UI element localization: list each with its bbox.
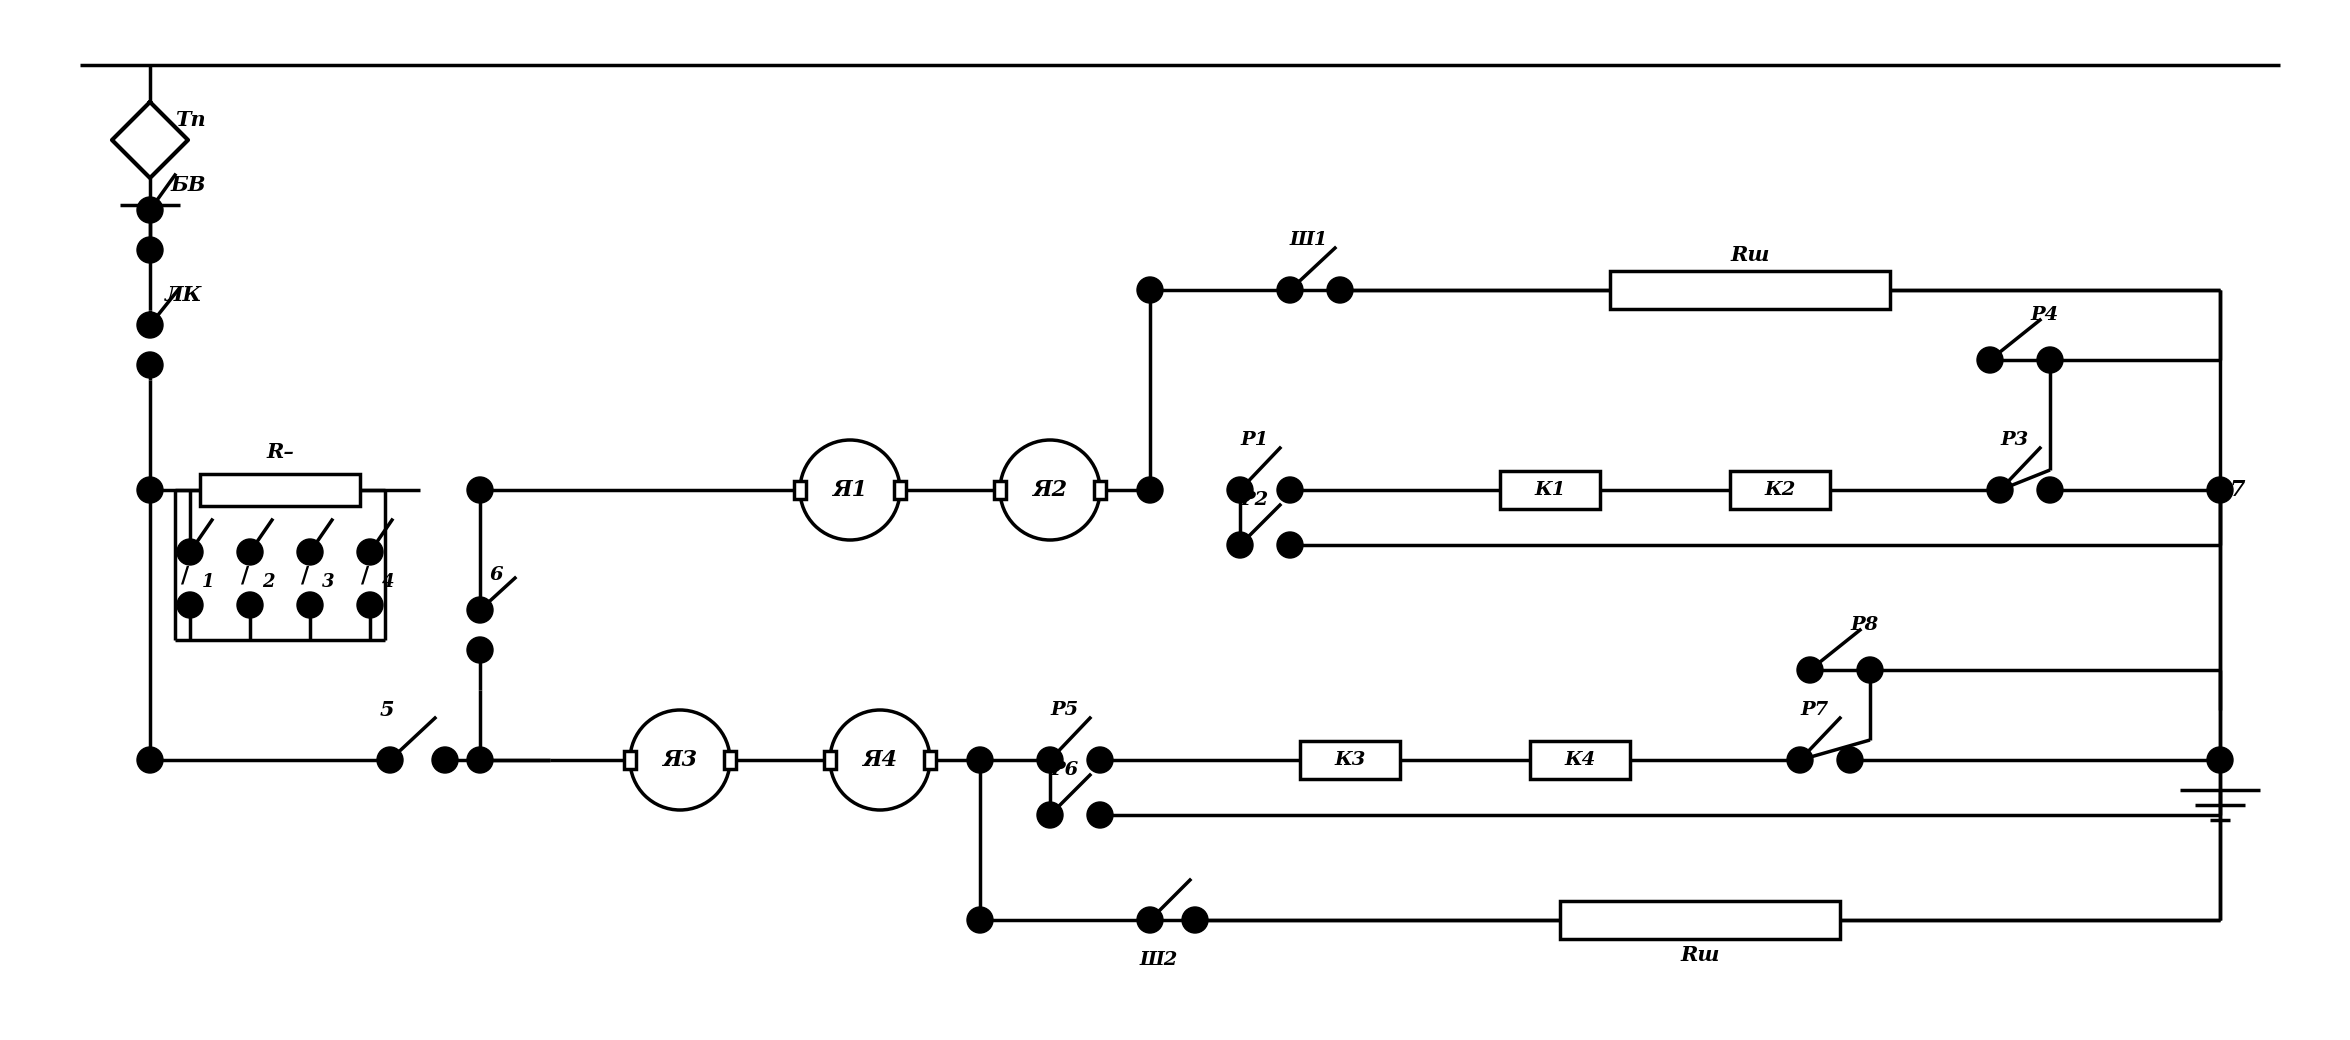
Text: К3: К3	[1335, 751, 1365, 769]
Text: 7: 7	[2230, 479, 2247, 501]
Text: Р1: Р1	[1241, 431, 1269, 449]
Bar	[794, 482, 806, 499]
Circle shape	[296, 592, 322, 618]
Circle shape	[237, 539, 263, 565]
Text: R–: R–	[266, 442, 294, 462]
Text: /: /	[242, 564, 249, 586]
Circle shape	[1137, 277, 1163, 303]
Bar	[924, 751, 935, 769]
Text: БВ: БВ	[169, 175, 204, 196]
Circle shape	[2037, 347, 2063, 373]
Text: 4: 4	[383, 573, 395, 591]
Text: Я3: Я3	[663, 749, 698, 771]
Circle shape	[966, 907, 994, 933]
Bar	[1610, 271, 1889, 309]
Circle shape	[237, 592, 263, 618]
Text: Р3: Р3	[2000, 431, 2028, 449]
Circle shape	[136, 477, 162, 503]
Circle shape	[1276, 277, 1302, 303]
Bar	[200, 474, 360, 506]
Circle shape	[1798, 657, 1824, 683]
Text: Р2: Р2	[1241, 491, 1269, 509]
Bar	[1530, 742, 1631, 779]
Text: Ш2: Ш2	[1140, 951, 1177, 969]
Circle shape	[376, 747, 402, 773]
Circle shape	[1328, 277, 1354, 303]
Circle shape	[468, 597, 494, 623]
Text: 6: 6	[491, 566, 503, 584]
Circle shape	[1856, 657, 1882, 683]
Text: ЛК: ЛК	[165, 285, 202, 305]
Circle shape	[1276, 477, 1302, 503]
Bar	[1560, 901, 1840, 939]
Text: Р6: Р6	[1050, 761, 1079, 779]
Circle shape	[296, 539, 322, 565]
Circle shape	[432, 747, 458, 773]
Bar	[1730, 471, 1831, 509]
Text: Ш1: Ш1	[1290, 231, 1328, 249]
Circle shape	[1838, 747, 1864, 773]
Circle shape	[1036, 747, 1062, 773]
Text: Я4: Я4	[862, 749, 898, 771]
Bar	[893, 482, 907, 499]
Circle shape	[136, 197, 162, 223]
Circle shape	[1227, 532, 1253, 558]
Circle shape	[1088, 802, 1114, 828]
Text: Тп: Тп	[174, 110, 207, 130]
Text: Я1: Я1	[832, 479, 867, 501]
Circle shape	[176, 592, 202, 618]
Circle shape	[2207, 747, 2232, 773]
Text: 3: 3	[322, 573, 334, 591]
Text: Rш: Rш	[1680, 945, 1720, 965]
Circle shape	[468, 636, 494, 664]
Text: К4: К4	[1565, 751, 1596, 769]
Circle shape	[357, 539, 383, 565]
Text: Р4: Р4	[2030, 306, 2059, 324]
Circle shape	[1227, 477, 1253, 503]
Circle shape	[1988, 477, 2014, 503]
Circle shape	[468, 477, 494, 503]
Circle shape	[136, 312, 162, 338]
Circle shape	[1976, 347, 2002, 373]
Circle shape	[1137, 907, 1163, 933]
Circle shape	[1036, 802, 1062, 828]
Circle shape	[2207, 477, 2232, 503]
Circle shape	[2037, 477, 2063, 503]
Circle shape	[1182, 907, 1208, 933]
Text: /: /	[301, 564, 310, 586]
Circle shape	[1276, 532, 1302, 558]
Circle shape	[468, 747, 494, 773]
Text: 1: 1	[202, 573, 214, 591]
Circle shape	[136, 352, 162, 378]
Circle shape	[136, 237, 162, 263]
Circle shape	[357, 592, 383, 618]
Bar	[1499, 471, 1600, 509]
Text: /: /	[362, 564, 369, 586]
Circle shape	[136, 747, 162, 773]
Bar	[625, 751, 637, 769]
Text: Р8: Р8	[1849, 616, 1878, 634]
Text: К1: К1	[1535, 482, 1565, 499]
Circle shape	[176, 539, 202, 565]
Circle shape	[1137, 477, 1163, 503]
Circle shape	[1088, 747, 1114, 773]
Text: Rш: Rш	[1730, 245, 1770, 265]
Bar	[724, 751, 736, 769]
Text: 5: 5	[381, 700, 395, 720]
Text: Р7: Р7	[1800, 701, 1828, 719]
Bar	[1300, 742, 1401, 779]
Bar	[994, 482, 1006, 499]
Bar	[825, 751, 837, 769]
Text: Я2: Я2	[1032, 479, 1067, 501]
Circle shape	[1786, 747, 1812, 773]
Text: Р5: Р5	[1050, 701, 1079, 719]
Text: /: /	[181, 564, 188, 586]
Text: К2: К2	[1765, 482, 1795, 499]
Bar	[1095, 482, 1107, 499]
Text: 2: 2	[261, 573, 275, 591]
Circle shape	[966, 747, 994, 773]
